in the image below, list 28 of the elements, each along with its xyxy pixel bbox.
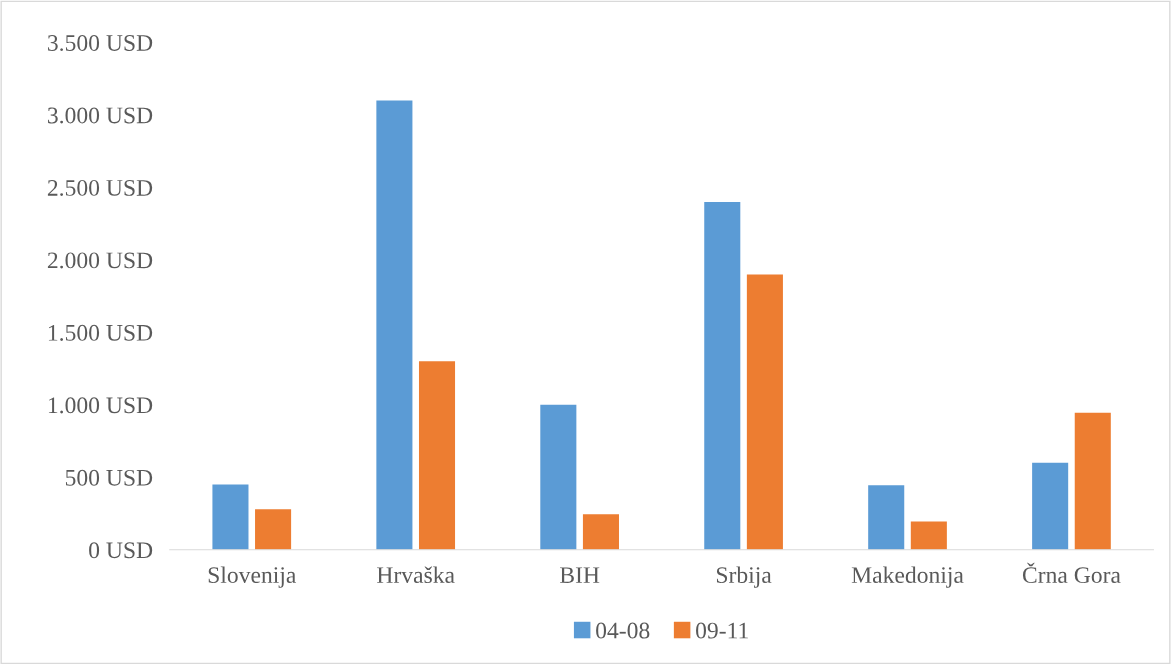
bar — [746, 274, 783, 550]
y-tick-label: 1.000 USD — [48, 397, 153, 414]
bar — [582, 514, 619, 550]
bar — [1032, 462, 1069, 550]
bar — [418, 361, 456, 550]
bar — [910, 521, 947, 550]
x-tick-label: Makedonija — [851, 566, 964, 588]
bar — [255, 509, 292, 550]
y-tick-label: 3.500 USD — [48, 34, 153, 52]
bar — [868, 485, 905, 550]
x-tick-label: BIH — [559, 567, 600, 583]
y-tick-label: 3.000 USD — [48, 107, 153, 124]
x-tick-label: Slovenija — [208, 566, 297, 588]
bar — [376, 100, 413, 550]
bar — [704, 201, 741, 550]
legend-label: 09-11 — [696, 622, 748, 639]
bar — [1074, 412, 1111, 550]
y-tick-label: 500 USD — [65, 469, 153, 486]
bar — [540, 404, 577, 550]
x-tick-label: Črna Gora — [1022, 562, 1121, 584]
y-tick-label: 2.000 USD — [47, 252, 153, 269]
y-tick-label: 2.500 USD — [47, 179, 153, 196]
y-tick-label: 0 USD — [89, 542, 153, 559]
legend-label: 04-08 — [596, 622, 650, 639]
x-tick-label: Srbija — [716, 566, 772, 588]
bar — [212, 484, 249, 550]
y-tick-label: 1.500 USD — [48, 324, 153, 341]
x-tick-label: Hrvaška — [377, 566, 455, 584]
